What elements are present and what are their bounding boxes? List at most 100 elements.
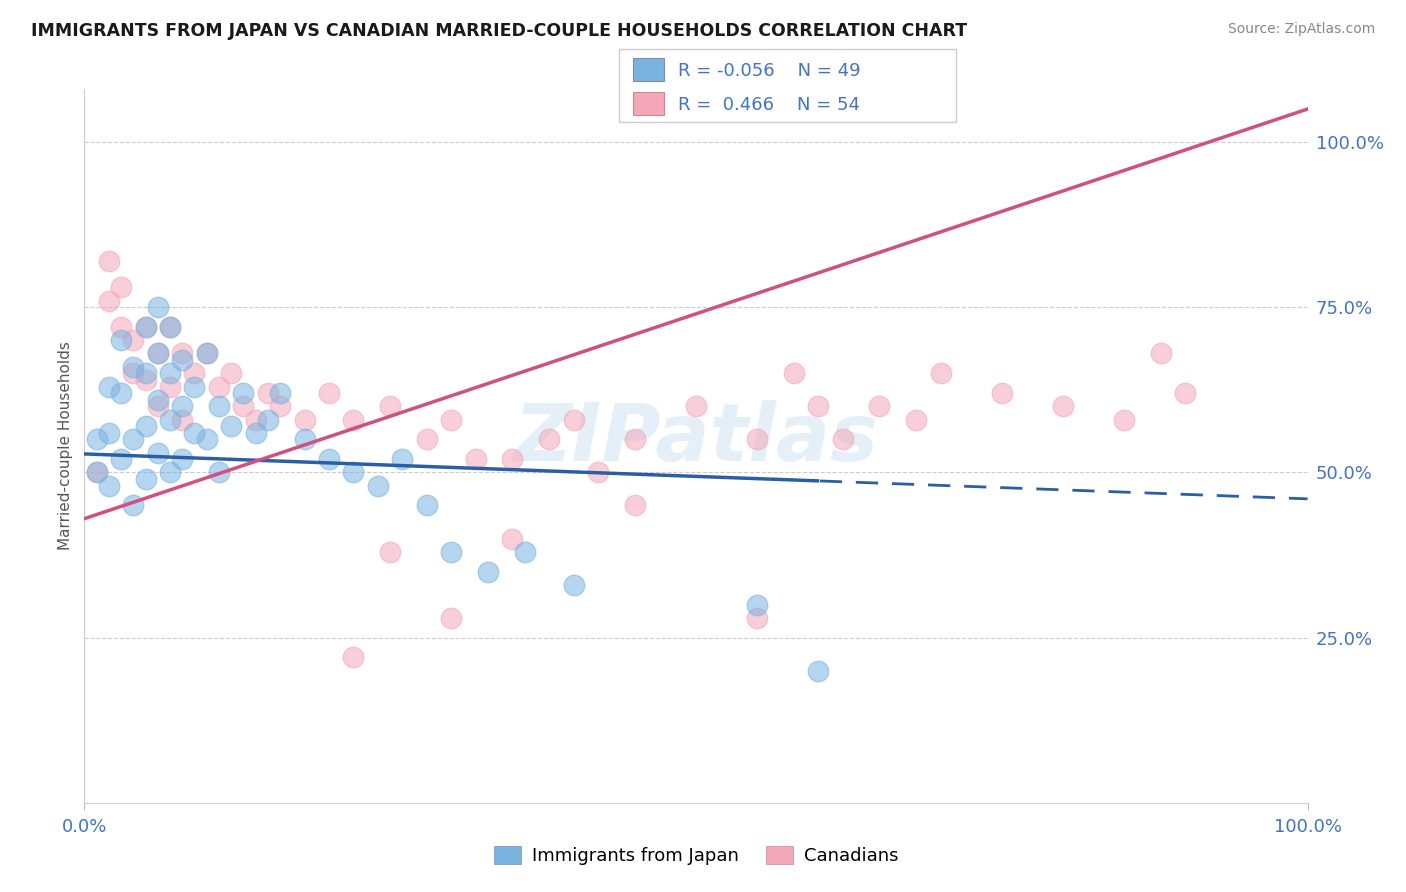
Point bbox=[257, 412, 280, 426]
Point bbox=[97, 478, 120, 492]
Point bbox=[97, 254, 120, 268]
Point bbox=[146, 300, 169, 314]
Point bbox=[318, 452, 340, 467]
Point bbox=[905, 412, 928, 426]
Point bbox=[183, 425, 205, 440]
Point bbox=[97, 293, 120, 308]
Point bbox=[318, 386, 340, 401]
Point bbox=[159, 320, 181, 334]
Point bbox=[159, 466, 181, 480]
Point bbox=[122, 359, 145, 374]
Point bbox=[929, 367, 952, 381]
Point bbox=[245, 412, 267, 426]
Point bbox=[1052, 400, 1074, 414]
Point bbox=[172, 346, 194, 360]
Text: R =  0.466    N = 54: R = 0.466 N = 54 bbox=[678, 96, 859, 114]
Point bbox=[586, 466, 609, 480]
Point bbox=[513, 545, 536, 559]
Point bbox=[440, 545, 463, 559]
Point bbox=[208, 379, 231, 393]
Point bbox=[624, 433, 647, 447]
Point bbox=[232, 400, 254, 414]
Point bbox=[464, 452, 486, 467]
Point bbox=[122, 499, 145, 513]
Point bbox=[97, 425, 120, 440]
Point bbox=[257, 386, 280, 401]
Point bbox=[342, 466, 364, 480]
Point bbox=[146, 400, 169, 414]
Point bbox=[146, 445, 169, 459]
Text: R = -0.056    N = 49: R = -0.056 N = 49 bbox=[678, 62, 860, 80]
Point bbox=[269, 400, 291, 414]
Point bbox=[685, 400, 707, 414]
Point bbox=[416, 433, 439, 447]
Point bbox=[183, 367, 205, 381]
Point bbox=[208, 400, 231, 414]
Point bbox=[86, 433, 108, 447]
Point bbox=[172, 412, 194, 426]
Text: ZIPatlas: ZIPatlas bbox=[513, 400, 879, 478]
Point bbox=[86, 466, 108, 480]
Point bbox=[172, 452, 194, 467]
Point bbox=[195, 346, 218, 360]
Legend: Immigrants from Japan, Canadians: Immigrants from Japan, Canadians bbox=[486, 839, 905, 872]
Point bbox=[135, 419, 157, 434]
Point bbox=[538, 433, 561, 447]
Point bbox=[110, 320, 132, 334]
Point bbox=[562, 578, 585, 592]
Point bbox=[502, 452, 524, 467]
Point bbox=[232, 386, 254, 401]
Point bbox=[110, 386, 132, 401]
Point bbox=[219, 367, 242, 381]
Point bbox=[1174, 386, 1197, 401]
Point bbox=[159, 379, 181, 393]
Point bbox=[502, 532, 524, 546]
Point bbox=[416, 499, 439, 513]
Point bbox=[122, 367, 145, 381]
Point bbox=[135, 320, 157, 334]
Point bbox=[269, 386, 291, 401]
Point bbox=[135, 367, 157, 381]
Point bbox=[146, 392, 169, 407]
Point bbox=[135, 320, 157, 334]
Point bbox=[440, 412, 463, 426]
Text: IMMIGRANTS FROM JAPAN VS CANADIAN MARRIED-COUPLE HOUSEHOLDS CORRELATION CHART: IMMIGRANTS FROM JAPAN VS CANADIAN MARRIE… bbox=[31, 22, 967, 40]
Point bbox=[110, 333, 132, 347]
Point bbox=[477, 565, 499, 579]
Point bbox=[183, 379, 205, 393]
Point bbox=[869, 400, 891, 414]
Point bbox=[747, 598, 769, 612]
Point bbox=[159, 412, 181, 426]
Point bbox=[831, 433, 853, 447]
Point bbox=[747, 433, 769, 447]
Point bbox=[294, 433, 316, 447]
Point bbox=[783, 367, 806, 381]
Point bbox=[380, 545, 402, 559]
Point bbox=[624, 499, 647, 513]
Y-axis label: Married-couple Households: Married-couple Households bbox=[58, 342, 73, 550]
Point bbox=[159, 320, 181, 334]
Point bbox=[86, 466, 108, 480]
Text: Source: ZipAtlas.com: Source: ZipAtlas.com bbox=[1227, 22, 1375, 37]
Point bbox=[219, 419, 242, 434]
Point bbox=[342, 412, 364, 426]
Point bbox=[342, 650, 364, 665]
Point bbox=[747, 611, 769, 625]
Point bbox=[135, 373, 157, 387]
Point bbox=[1150, 346, 1173, 360]
Point bbox=[195, 346, 218, 360]
Point bbox=[391, 452, 413, 467]
Point bbox=[159, 367, 181, 381]
Point bbox=[807, 400, 830, 414]
Point bbox=[562, 412, 585, 426]
Point bbox=[172, 400, 194, 414]
Point bbox=[110, 280, 132, 294]
Point bbox=[122, 433, 145, 447]
Point bbox=[122, 333, 145, 347]
Point bbox=[991, 386, 1014, 401]
Point bbox=[146, 346, 169, 360]
Point bbox=[97, 379, 120, 393]
Point bbox=[245, 425, 267, 440]
Point bbox=[208, 466, 231, 480]
Point bbox=[294, 412, 316, 426]
